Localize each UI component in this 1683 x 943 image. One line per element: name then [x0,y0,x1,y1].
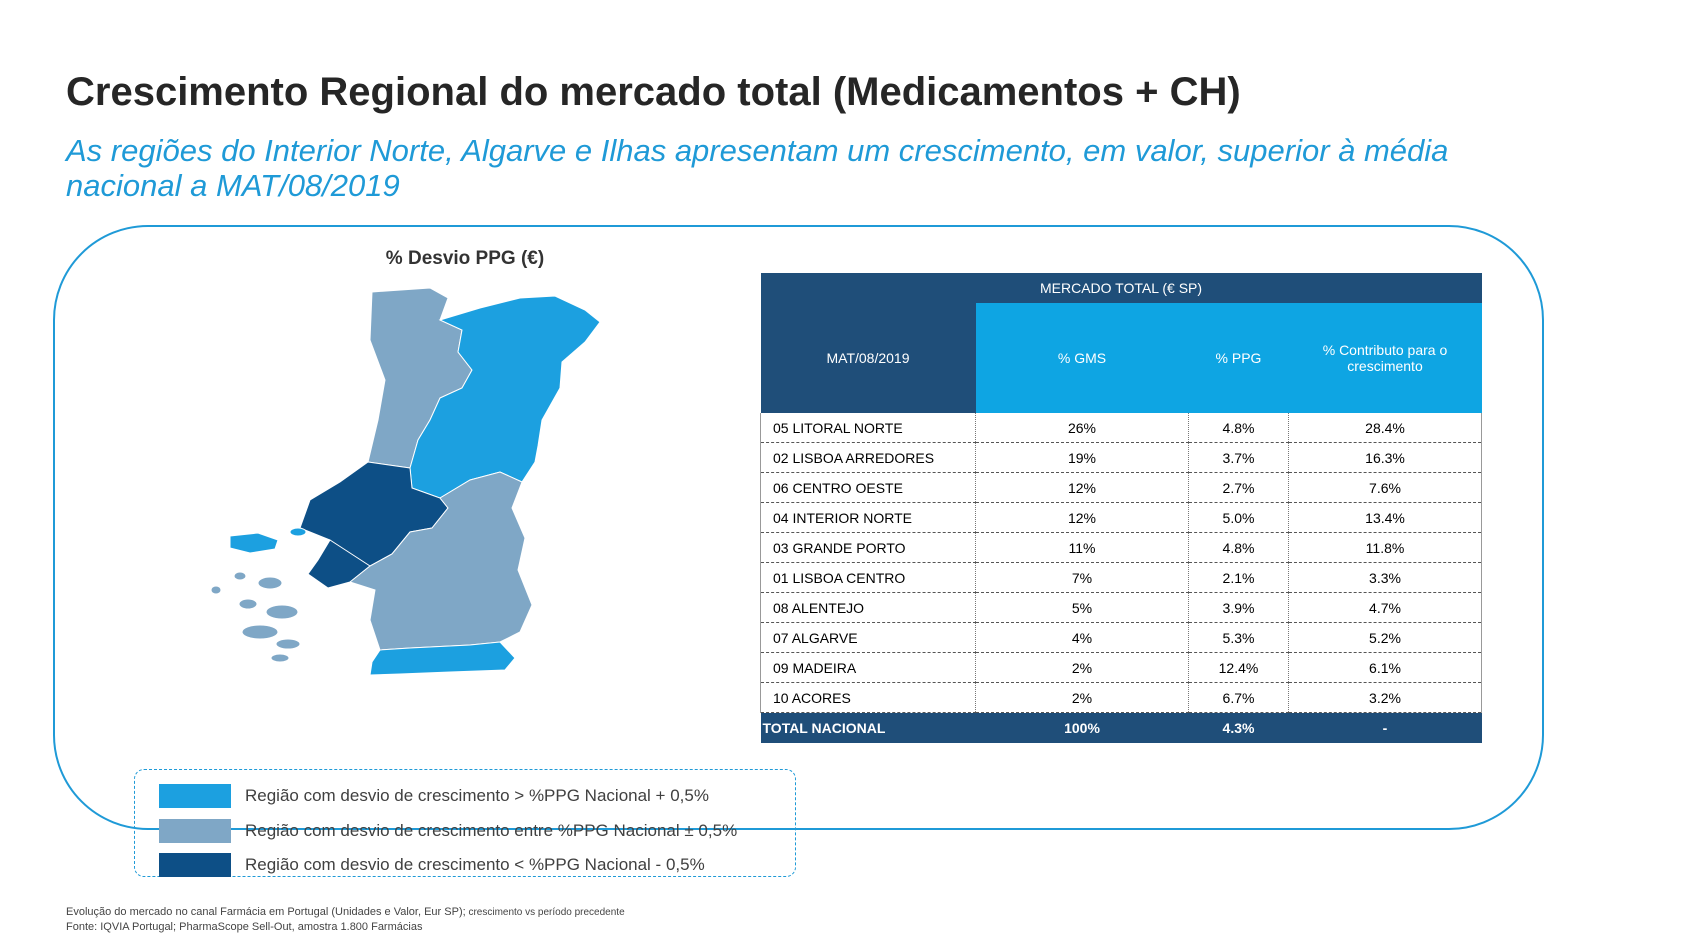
table-top-header: MERCADO TOTAL (€ SP) [760,273,1482,303]
table-row: 05 LITORAL NORTE 26% 4.8% 28.4% [760,413,1483,443]
table-row: 08 ALENTEJO 5% 3.9% 4.7% [760,592,1483,623]
legend-swatch-above [159,784,231,808]
footnote-main: Evolução do mercado no canal Farmácia em… [66,906,466,918]
cell-gms: 2% [975,682,1189,713]
cell-contributo: 3.3% [1287,562,1483,593]
total-ppg: 4.3% [1188,712,1289,743]
content-frame [53,225,1544,830]
cell-contributo: 6.1% [1287,652,1483,683]
cell-gms: 4% [975,622,1189,653]
page-title: Crescimento Regional do mercado total (M… [66,70,1241,114]
map-region-porto-santo [289,527,307,537]
table-row: 09 MADEIRA 2% 12.4% 6.1% [760,652,1483,683]
map-legend: Região com desvio de crescimento > %PPG … [134,769,796,877]
portugal-region-map [210,287,601,676]
col-header-period: MAT/08/2019 [760,303,976,413]
col-header-gms: % GMS [975,303,1189,413]
cell-contributo: 5.2% [1287,622,1483,653]
map-region-acores-3 [257,576,283,590]
market-table: MERCADO TOTAL (€ SP) MAT/08/2019 % GMS %… [760,273,1483,743]
table-row: 04 INTERIOR NORTE 12% 5.0% 13.4% [760,502,1483,533]
table-top-header-row: MERCADO TOTAL (€ SP) [760,273,1482,303]
cell-region: 07 ALGARVE [760,622,976,653]
map-region-acores-6 [241,624,279,640]
map-region-madeira [229,532,279,554]
subtitle-line-1: As regiões do Interior Norte, Algarve e … [66,133,1449,168]
map-region-acores-8 [270,653,290,663]
cell-region: 04 INTERIOR NORTE [760,502,976,533]
legend-item-above: Região com desvio de crescimento > %PPG … [159,783,709,809]
cell-gms: 7% [975,562,1189,593]
total-gms: 100% [975,712,1189,743]
cell-gms: 5% [975,592,1189,623]
cell-ppg: 5.0% [1188,502,1289,533]
map-region-acores-5 [265,604,299,620]
cell-region: 09 MADEIRA [760,652,976,683]
total-contributo: - [1288,712,1482,743]
col-header-contributo: % Contributo para o crescimento [1288,303,1482,413]
cell-ppg: 4.8% [1188,413,1289,443]
map-region-acores-1 [210,585,222,595]
cell-ppg: 4.8% [1188,532,1289,563]
subtitle-line-2: nacional a MAT/08/2019 [66,168,400,203]
legend-swatch-between [159,819,231,843]
col-header-ppg: % PPG [1188,303,1289,413]
table-row: 02 LISBOA ARREDORES 19% 3.7% 16.3% [760,442,1483,473]
page-subtitle: As regiões do Interior Norte, Algarve e … [66,133,1566,203]
map-title: % Desvio PPG (€) [385,248,545,269]
cell-gms: 26% [975,413,1189,443]
legend-item-below: Região com desvio de crescimento < %PPG … [159,852,705,878]
footnote-line-2: Fonte: IQVIA Portugal; PharmaScope Sell-… [66,921,423,933]
cell-contributo: 16.3% [1287,442,1483,473]
cell-ppg: 12.4% [1188,652,1289,683]
cell-gms: 11% [975,532,1189,563]
cell-ppg: 6.7% [1188,682,1289,713]
cell-region: 06 CENTRO OESTE [760,472,976,503]
legend-label-between: Região com desvio de crescimento entre %… [245,821,738,840]
map-region-acores-7 [275,638,301,650]
cell-contributo: 7.6% [1287,472,1483,503]
legend-label-above: Região com desvio de crescimento > %PPG … [245,786,709,805]
table-row: 01 LISBOA CENTRO 7% 2.1% 3.3% [760,562,1483,593]
cell-gms: 2% [975,652,1189,683]
cell-ppg: 5.3% [1188,622,1289,653]
cell-region: 02 LISBOA ARREDORES [760,442,976,473]
table-column-header-row: MAT/08/2019 % GMS % PPG % Contributo par… [760,303,1482,413]
cell-ppg: 3.7% [1188,442,1289,473]
legend-item-between: Região com desvio de crescimento entre %… [159,818,737,844]
footnote-small: crescimento vs período precedente [465,907,625,918]
cell-region: 01 LISBOA CENTRO [760,562,976,593]
map-region-algarve [369,641,516,676]
legend-swatch-below [159,853,231,877]
cell-region: 05 LITORAL NORTE [760,413,976,443]
table-row: 07 ALGARVE 4% 5.3% 5.2% [760,622,1483,653]
cell-contributo: 11.8% [1287,532,1483,563]
footnote: Evolução do mercado no canal Farmácia em… [66,905,625,934]
cell-ppg: 3.9% [1188,592,1289,623]
table-total-row: TOTAL NACIONAL 100% 4.3% - [760,712,1482,743]
legend-label-below: Região com desvio de crescimento < %PPG … [245,855,705,874]
cell-ppg: 2.1% [1188,562,1289,593]
cell-gms: 19% [975,442,1189,473]
cell-contributo: 4.7% [1287,592,1483,623]
table-row: 10 ACORES 2% 6.7% 3.2% [760,682,1483,713]
footnote-line-1: Evolução do mercado no canal Farmácia em… [66,905,625,920]
total-label: TOTAL NACIONAL [760,712,976,743]
table-row: 06 CENTRO OESTE 12% 2.7% 7.6% [760,472,1483,503]
cell-region: 03 GRANDE PORTO [760,532,976,563]
cell-region: 10 ACORES [760,682,976,713]
cell-gms: 12% [975,502,1189,533]
table-body: 05 LITORAL NORTE 26% 4.8% 28.4% 02 LISBO… [760,413,1483,743]
cell-region: 08 ALENTEJO [760,592,976,623]
map-region-acores-4 [238,598,258,610]
map-region-acores-2 [233,571,247,581]
cell-contributo: 3.2% [1287,682,1483,713]
cell-gms: 12% [975,472,1189,503]
cell-contributo: 28.4% [1287,413,1483,443]
cell-ppg: 2.7% [1188,472,1289,503]
table-row: 03 GRANDE PORTO 11% 4.8% 11.8% [760,532,1483,563]
cell-contributo: 13.4% [1287,502,1483,533]
